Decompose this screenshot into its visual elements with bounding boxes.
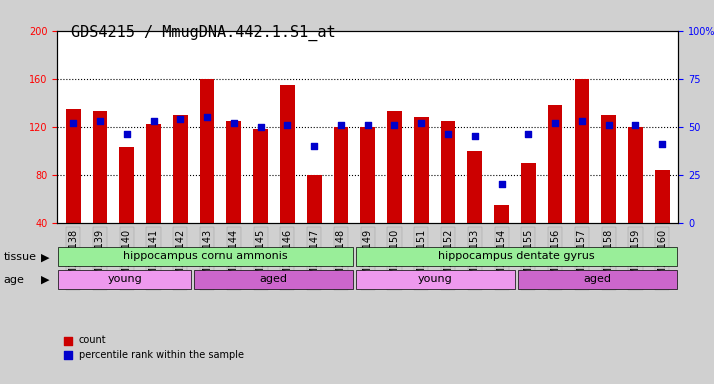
Point <box>656 141 668 147</box>
Bar <box>253 129 268 223</box>
Bar <box>119 147 134 223</box>
Bar <box>387 111 402 223</box>
Bar <box>575 79 589 223</box>
FancyBboxPatch shape <box>59 247 353 266</box>
Text: ▶: ▶ <box>41 275 50 285</box>
Point <box>174 116 186 122</box>
Point <box>255 124 266 130</box>
Text: tissue: tissue <box>4 252 36 262</box>
Bar <box>173 115 188 223</box>
Point <box>228 120 239 126</box>
Point <box>335 122 346 128</box>
Text: young: young <box>418 274 453 285</box>
Bar <box>146 124 161 223</box>
Point <box>549 120 560 126</box>
Legend: count, percentile rank within the sample: count, percentile rank within the sample <box>62 335 243 360</box>
Bar <box>628 127 643 223</box>
Bar <box>494 205 509 223</box>
Point <box>630 122 641 128</box>
Text: age: age <box>4 275 24 285</box>
Text: young: young <box>107 274 142 285</box>
Point <box>603 122 614 128</box>
Text: aged: aged <box>259 274 287 285</box>
Point <box>496 181 507 187</box>
Point <box>442 131 453 137</box>
FancyBboxPatch shape <box>518 270 677 289</box>
Bar <box>468 151 482 223</box>
Text: aged: aged <box>583 274 611 285</box>
Text: hippocampus cornu ammonis: hippocampus cornu ammonis <box>124 251 288 262</box>
Bar <box>521 163 536 223</box>
Point <box>121 131 133 137</box>
Bar <box>601 115 616 223</box>
Bar <box>307 175 321 223</box>
Point <box>201 114 213 120</box>
Point <box>576 118 588 124</box>
Point <box>469 133 481 139</box>
Bar <box>441 121 456 223</box>
Point <box>362 122 373 128</box>
Text: ▶: ▶ <box>41 252 50 262</box>
Text: hippocampus dentate gyrus: hippocampus dentate gyrus <box>438 251 595 262</box>
Bar <box>414 117 428 223</box>
Point <box>388 122 400 128</box>
Point <box>281 122 293 128</box>
FancyBboxPatch shape <box>356 270 515 289</box>
Bar <box>200 79 214 223</box>
FancyBboxPatch shape <box>356 247 677 266</box>
Point <box>416 120 427 126</box>
FancyBboxPatch shape <box>193 270 353 289</box>
Point <box>94 118 106 124</box>
Bar <box>66 109 81 223</box>
Bar <box>93 111 107 223</box>
Bar <box>655 170 670 223</box>
Point <box>67 120 79 126</box>
Point <box>523 131 534 137</box>
Bar <box>280 85 295 223</box>
Point <box>148 118 159 124</box>
Bar <box>226 121 241 223</box>
Point <box>308 143 320 149</box>
FancyBboxPatch shape <box>59 270 191 289</box>
Bar <box>361 127 375 223</box>
Bar <box>548 105 563 223</box>
Text: GDS4215 / MmugDNA.442.1.S1_at: GDS4215 / MmugDNA.442.1.S1_at <box>71 25 336 41</box>
Bar <box>333 127 348 223</box>
